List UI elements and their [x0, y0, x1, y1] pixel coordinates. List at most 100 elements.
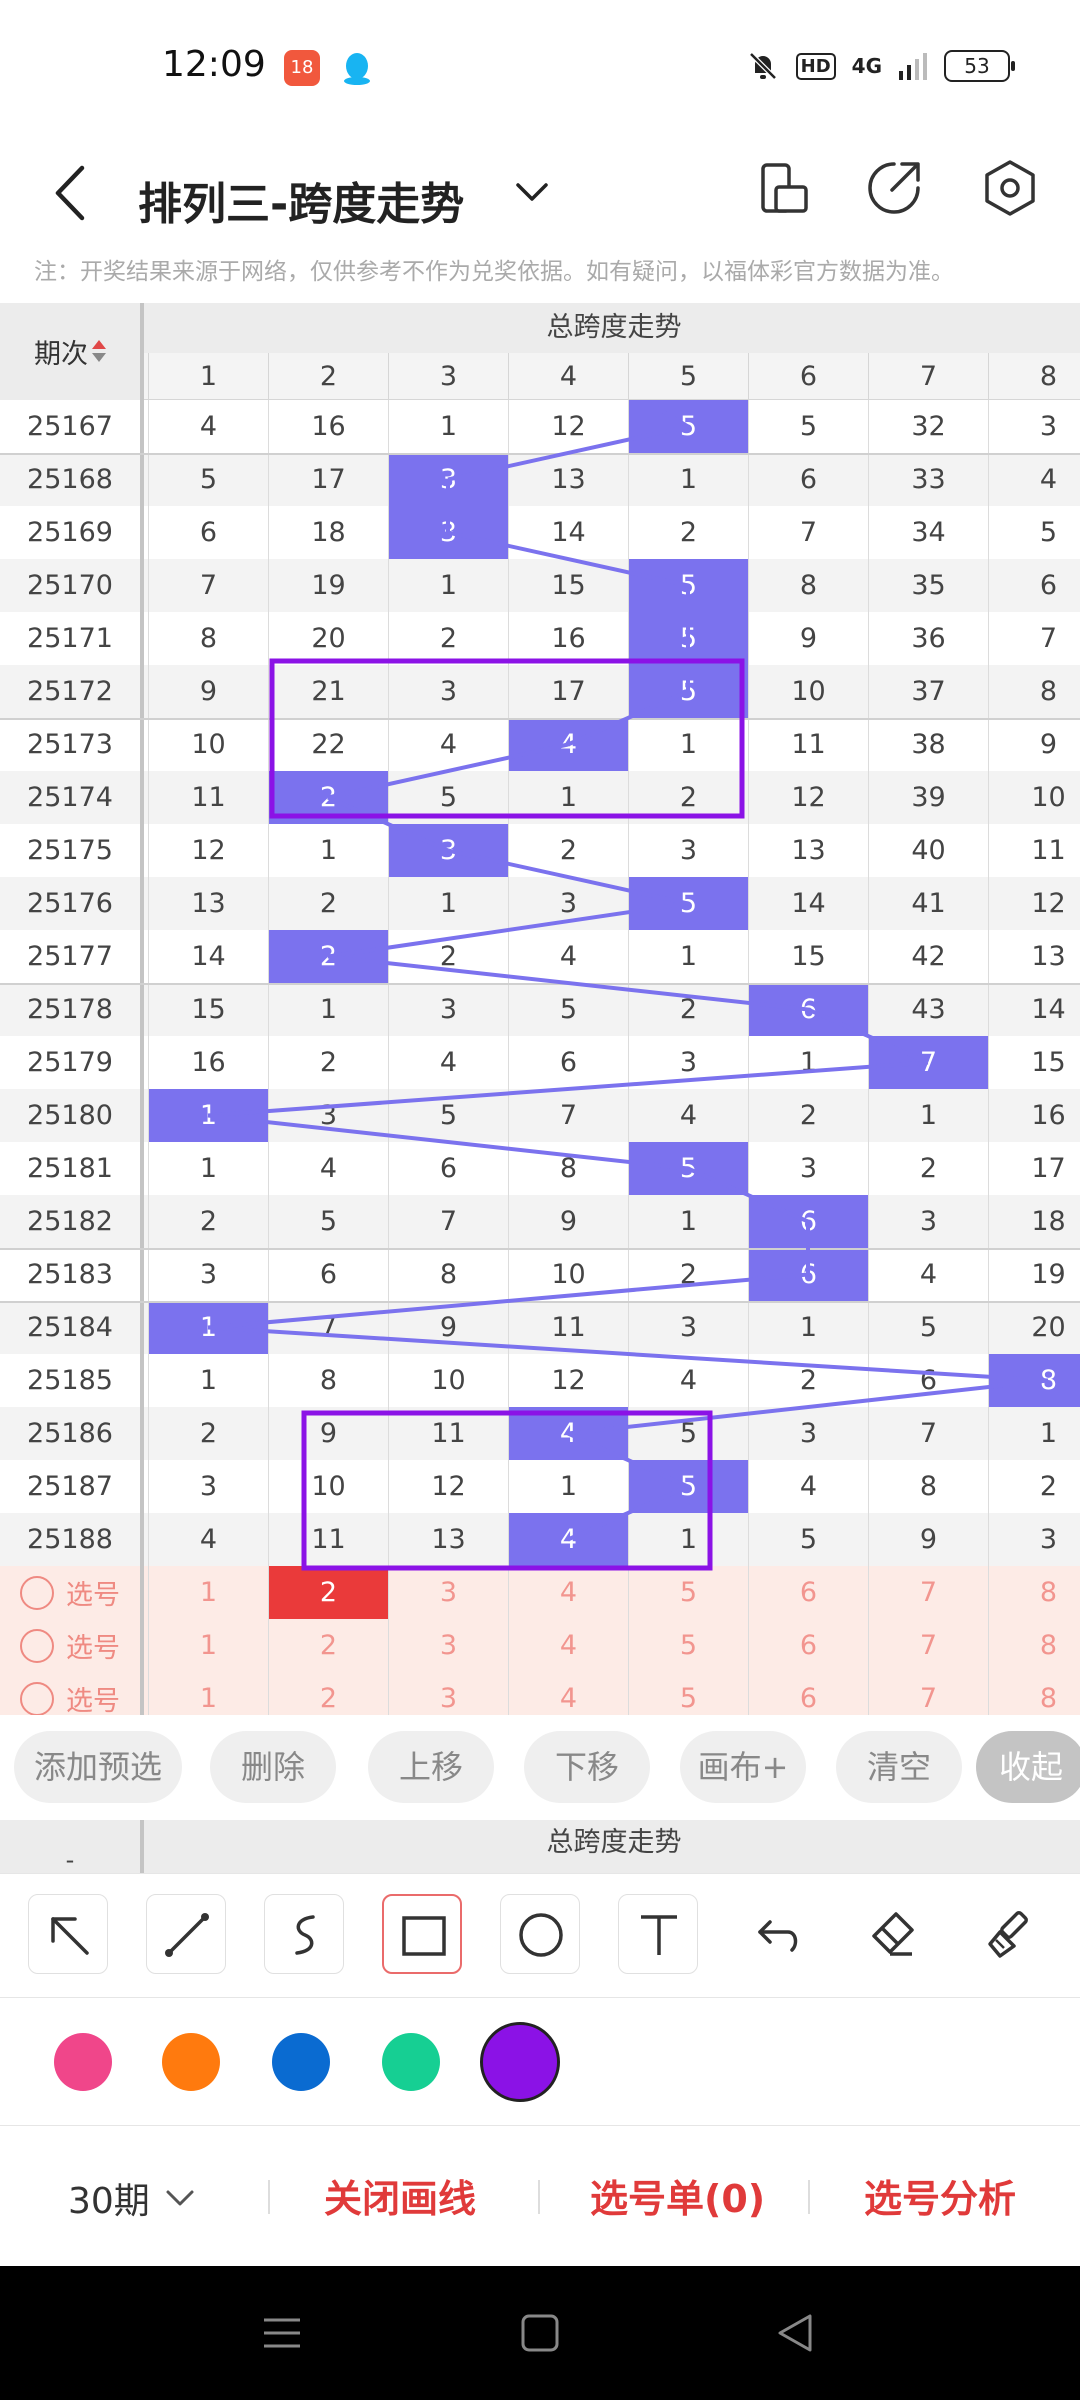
hit-cell: 6	[748, 983, 868, 1036]
miss-count-cell: 32	[868, 400, 988, 453]
pick-number-cell[interactable]: 1	[148, 1672, 268, 1715]
pick-number-cell[interactable]: 8	[988, 1619, 1080, 1672]
pick-number-cell[interactable]: 7	[868, 1566, 988, 1619]
action-chip[interactable]: 添加预选	[14, 1731, 182, 1803]
action-chip[interactable]: 下移	[524, 1731, 650, 1803]
action-chip[interactable]: 画布+	[680, 1731, 806, 1803]
miss-count-cell: 9	[508, 1195, 628, 1248]
circle-tool[interactable]	[500, 1894, 580, 1974]
page-title[interactable]: 排列三-跨度走势	[138, 179, 465, 230]
hit-cell: 3	[388, 506, 508, 559]
status-time: 12:09	[162, 44, 266, 85]
action-chip[interactable]: 上移	[368, 1731, 494, 1803]
miss-count-cell: 12	[508, 400, 628, 453]
pick-number-cell[interactable]: 5	[628, 1672, 748, 1715]
miss-count-cell: 2	[628, 506, 748, 559]
menu-icon[interactable]	[260, 2308, 304, 2358]
miss-count-cell: 33	[868, 453, 988, 506]
pick-number-cell[interactable]: 1	[148, 1566, 268, 1619]
radio-circle-icon[interactable]	[20, 1681, 54, 1715]
pick-number-cell[interactable]: 8	[988, 1672, 1080, 1715]
action-chip[interactable]: 删除	[210, 1731, 336, 1803]
table-row: 25177 14 2 2 4 1 15 42 13	[0, 930, 1080, 983]
radio-circle-icon[interactable]	[20, 1628, 54, 1663]
freehand-tool[interactable]	[264, 1894, 344, 1974]
pick-number-cell[interactable]: 3	[388, 1566, 508, 1619]
row-separator	[0, 453, 1080, 455]
pick-number-cell[interactable]: 6	[748, 1672, 868, 1715]
action-chip[interactable]: 收起	[976, 1731, 1080, 1803]
miss-count-cell: 7	[388, 1195, 508, 1248]
back-arrow-icon[interactable]	[46, 158, 96, 228]
select-row-toggle[interactable]: 选号	[0, 1566, 144, 1619]
miss-count-cell: 41	[868, 877, 988, 930]
period-cell: 25169	[0, 506, 144, 559]
pick-number-cell[interactable]: 5	[628, 1566, 748, 1619]
color-swatch[interactable]	[272, 2033, 330, 2091]
pick-number-cell[interactable]: 3	[388, 1619, 508, 1672]
settings-icon[interactable]	[972, 150, 1048, 226]
rectangle-tool[interactable]	[382, 1894, 462, 1974]
miss-count-cell: 16	[268, 400, 388, 453]
miss-count-cell: 14	[988, 983, 1080, 1036]
undo-tool[interactable]	[736, 1894, 816, 1974]
miss-count-cell: 16	[508, 612, 628, 665]
pick-number-cell[interactable]: 5	[628, 1619, 748, 1672]
second-table-header: - 总跨度走势	[0, 1820, 1080, 1874]
select-arrow-tool[interactable]	[28, 1894, 108, 1974]
pick-number-cell[interactable]: 7	[868, 1619, 988, 1672]
pick-number-cell[interactable]: 4	[508, 1619, 628, 1672]
miss-count-cell: 19	[268, 559, 388, 612]
home-icon[interactable]	[515, 2308, 565, 2358]
color-swatch[interactable]	[162, 2033, 220, 2091]
eraser-tool[interactable]	[852, 1894, 932, 1974]
miss-count-cell: 11	[148, 771, 268, 824]
period-header[interactable]: 期次	[0, 303, 144, 400]
select-row-toggle[interactable]: 选号	[0, 1619, 144, 1672]
sort-icon[interactable]	[92, 339, 106, 364]
color-swatch[interactable]	[382, 2033, 440, 2091]
pick-number-cell[interactable]: 8	[988, 1566, 1080, 1619]
select-row-toggle[interactable]: 选号	[0, 1672, 144, 1715]
close-drawing-button[interactable]: 关闭画线	[324, 2177, 477, 2221]
miss-count-cell: 1	[628, 453, 748, 506]
period-cell: 25168	[0, 453, 144, 506]
miss-count-cell: 10	[988, 771, 1080, 824]
miss-count-cell: 13	[148, 877, 268, 930]
miss-count-cell: 15	[988, 1036, 1080, 1089]
pick-number-cell[interactable]: 4	[508, 1672, 628, 1715]
miss-count-cell: 3	[388, 665, 508, 718]
line-tool[interactable]	[146, 1894, 226, 1974]
action-chip[interactable]: 清空	[836, 1731, 962, 1803]
share-icon[interactable]	[856, 150, 932, 226]
miss-count-cell: 3	[628, 1301, 748, 1354]
pick-number-cell[interactable]: 2	[268, 1672, 388, 1715]
orientation-icon[interactable]	[746, 150, 822, 226]
miss-count-cell: 8	[268, 1354, 388, 1407]
pick-number-cell[interactable]: 4	[508, 1566, 628, 1619]
miss-count-cell: 2	[628, 771, 748, 824]
miss-count-cell: 2	[148, 1407, 268, 1460]
chevron-down-icon[interactable]	[510, 170, 554, 214]
group-title: 总跨度走势	[546, 312, 682, 343]
pick-number-cell[interactable]: 7	[868, 1672, 988, 1715]
text-tool[interactable]	[618, 1894, 698, 1974]
selected-color-swatch[interactable]	[480, 2022, 560, 2102]
miss-count-cell: 22	[268, 718, 388, 771]
picked-number-cell[interactable]: 2	[268, 1566, 388, 1619]
color-swatch[interactable]	[54, 2033, 112, 2091]
clear-brush-tool[interactable]	[970, 1894, 1050, 1974]
pick-number-cell[interactable]: 1	[148, 1619, 268, 1672]
back-icon[interactable]	[770, 2308, 820, 2358]
pick-number-cell[interactable]: 2	[268, 1619, 388, 1672]
radio-circle-icon[interactable]	[20, 1575, 54, 1610]
pick-number-cell[interactable]: 3	[388, 1672, 508, 1715]
pick-number-cell[interactable]: 6	[748, 1619, 868, 1672]
period-count-select[interactable]: 30期	[68, 2172, 198, 2224]
selection-list-button[interactable]: 选号单(0)	[590, 2177, 766, 2221]
miss-count-cell: 4	[388, 1036, 508, 1089]
select-row: 选号 1 2 3 4 5 6 7 8	[0, 1619, 1080, 1672]
miss-count-cell: 19	[988, 1248, 1080, 1301]
pick-number-cell[interactable]: 6	[748, 1566, 868, 1619]
selection-analysis-button[interactable]: 选号分析	[864, 2177, 1017, 2221]
